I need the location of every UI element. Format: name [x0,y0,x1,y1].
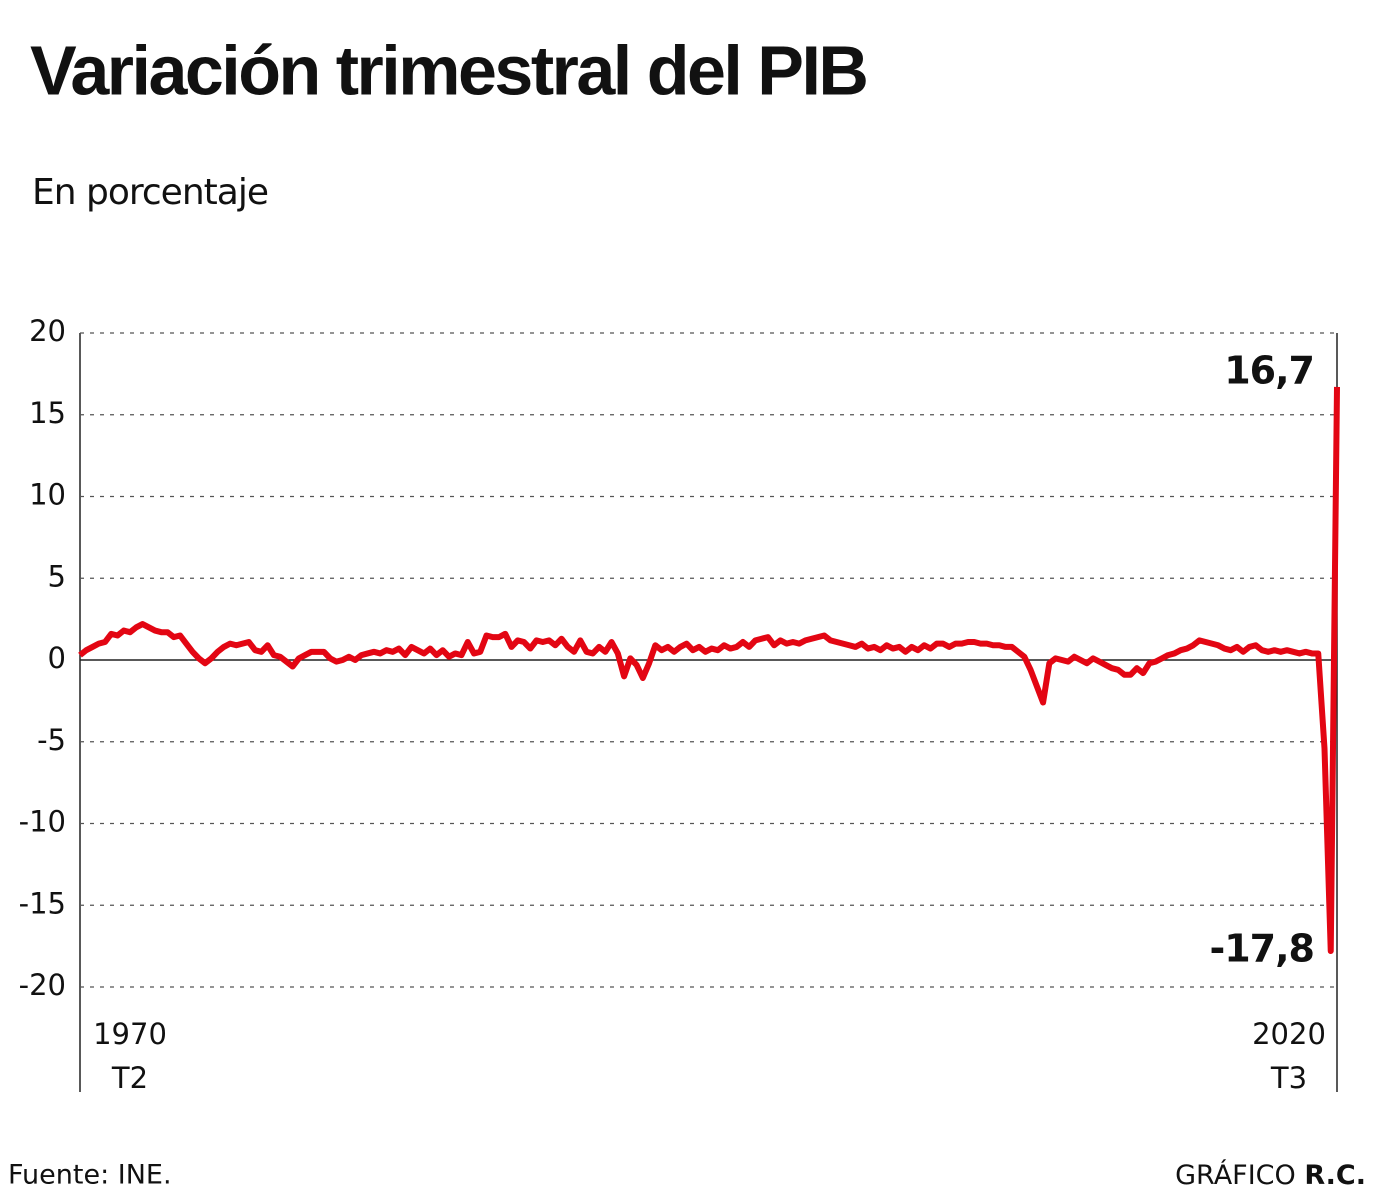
value-label: 16,7 [1224,348,1314,392]
value-label: -17,8 [1209,927,1314,971]
credit-text: GRÁFICO [1175,1159,1296,1191]
data-line [78,386,1340,955]
chart-subtitle: En porcentaje [32,172,268,213]
credit: GRÁFICO R.C. [1175,1159,1366,1191]
y-tick-label: 0 [48,641,66,675]
x-tick-label: 2020 T3 [1252,1017,1326,1095]
y-tick-label: 15 [29,396,66,430]
y-tick-label: -15 [19,886,66,920]
y-tick-label: -5 [37,723,66,757]
y-tick-label: -20 [19,968,66,1002]
y-tick-label: 20 [29,314,66,348]
source: Fuente: INE. [8,1160,172,1191]
y-tick-label: 10 [29,478,66,512]
credit-author: R.C. [1304,1160,1366,1191]
chart-title: Variación trimestral del PIB [30,31,866,109]
x-tick-label: 1970 T2 [93,1017,167,1095]
y-tick-label: 5 [48,559,66,593]
y-tick-label: -10 [19,805,66,839]
